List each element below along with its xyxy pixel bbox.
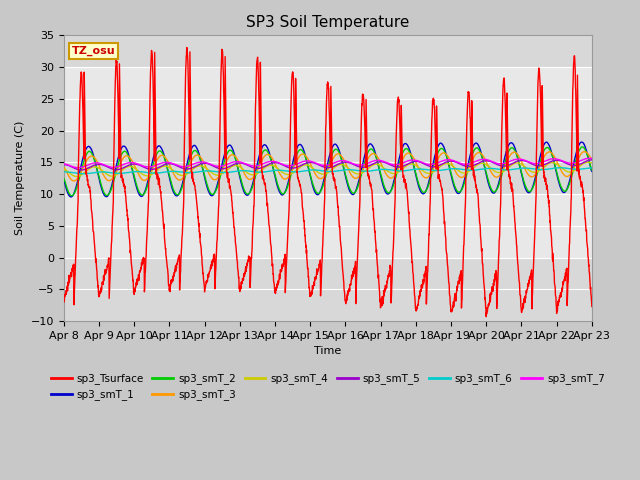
Line: sp3_smT_7: sp3_smT_7 (63, 158, 592, 168)
sp3_smT_4 (343, 164, 351, 170)
sp3_smT_7 (207, 162, 215, 168)
Line: sp3_smT_2: sp3_smT_2 (63, 147, 592, 196)
sp3_smT_1 (355, 179, 362, 185)
sp3_smT_4 (355, 171, 362, 177)
sp3_smT_2 (68, 193, 76, 199)
sp3_smT_7 (586, 156, 594, 161)
sp3_smT_3 (580, 149, 588, 155)
sp3_smT_7 (74, 165, 82, 170)
sp3_smT_4 (60, 167, 67, 172)
sp3_smT_4 (588, 160, 596, 166)
sp3_smT_5 (77, 167, 85, 173)
sp3_smT_7 (355, 162, 362, 168)
sp3_smT_7 (588, 156, 596, 161)
sp3_smT_7 (541, 158, 549, 164)
sp3_smT_5 (556, 158, 564, 164)
sp3_smT_6 (541, 167, 549, 172)
Title: SP3 Soil Temperature: SP3 Soil Temperature (246, 15, 410, 30)
sp3_smT_6 (60, 169, 67, 175)
sp3_smT_1 (556, 183, 564, 189)
Line: sp3_smT_5: sp3_smT_5 (63, 160, 592, 170)
Bar (63, 36, 592, 67)
sp3_smT_6 (481, 166, 489, 171)
sp3_smT_3 (556, 166, 564, 171)
Bar (63, 67, 592, 131)
Line: sp3_smT_3: sp3_smT_3 (63, 152, 592, 181)
sp3_smT_7 (60, 161, 67, 167)
sp3_smT_4 (556, 164, 564, 169)
sp3_smT_6 (343, 167, 351, 172)
sp3_smT_3 (70, 178, 78, 184)
sp3_smT_6 (556, 165, 564, 170)
sp3_smT_3 (207, 174, 215, 180)
sp3_smT_4 (481, 161, 489, 167)
Legend: sp3_Tsurface, sp3_smT_1, sp3_smT_2, sp3_smT_3, sp3_smT_4, sp3_smT_5, sp3_smT_6, : sp3_Tsurface, sp3_smT_1, sp3_smT_2, sp3_… (47, 369, 609, 405)
sp3_smT_6 (355, 168, 362, 173)
sp3_smT_1 (67, 194, 75, 200)
sp3_Tsurface (481, 295, 489, 301)
sp3_Tsurface (542, 175, 550, 181)
sp3_smT_5 (60, 162, 67, 168)
sp3_smT_2 (588, 167, 596, 173)
sp3_smT_2 (355, 182, 362, 188)
sp3_Tsurface (207, 262, 215, 267)
sp3_smT_5 (588, 157, 596, 163)
sp3_smT_2 (556, 181, 564, 187)
sp3_smT_1 (207, 192, 215, 198)
sp3_Tsurface (183, 45, 191, 50)
Y-axis label: Soil Temperature (C): Soil Temperature (C) (15, 121, 25, 235)
sp3_smT_3 (343, 163, 351, 169)
sp3_smT_5 (481, 158, 489, 164)
sp3_smT_1 (588, 168, 596, 174)
sp3_smT_4 (207, 169, 215, 175)
sp3_smT_2 (481, 166, 489, 172)
sp3_smT_5 (207, 162, 215, 168)
sp3_smT_5 (355, 164, 362, 169)
sp3_Tsurface (483, 314, 490, 320)
sp3_smT_2 (343, 177, 351, 183)
sp3_smT_5 (343, 159, 351, 165)
sp3_Tsurface (343, 297, 351, 303)
Text: TZ_osu: TZ_osu (72, 46, 115, 56)
sp3_smT_2 (579, 144, 586, 150)
sp3_smT_6 (207, 168, 215, 174)
sp3_smT_1 (541, 140, 549, 145)
sp3_smT_7 (481, 156, 489, 162)
Bar (63, 257, 592, 321)
sp3_smT_7 (556, 157, 564, 163)
sp3_smT_1 (343, 180, 351, 185)
sp3_smT_1 (481, 167, 489, 173)
Bar (63, 131, 592, 194)
sp3_smT_4 (73, 174, 81, 180)
sp3_smT_1 (578, 139, 586, 145)
sp3_smT_3 (541, 152, 549, 157)
X-axis label: Time: Time (314, 346, 341, 356)
sp3_Tsurface (588, 304, 596, 310)
sp3_smT_6 (588, 165, 596, 171)
sp3_smT_7 (343, 158, 351, 164)
sp3_smT_4 (541, 163, 549, 169)
Line: sp3_smT_1: sp3_smT_1 (63, 142, 592, 197)
Line: sp3_Tsurface: sp3_Tsurface (63, 48, 592, 317)
sp3_Tsurface (556, 294, 564, 300)
sp3_smT_6 (80, 171, 88, 177)
sp3_smT_3 (481, 156, 489, 162)
sp3_smT_2 (541, 145, 549, 151)
Line: sp3_smT_6: sp3_smT_6 (63, 168, 592, 174)
sp3_smT_2 (60, 175, 67, 181)
sp3_Tsurface (355, 231, 362, 237)
sp3_smT_4 (584, 159, 591, 165)
Bar (63, 194, 592, 257)
sp3_smT_1 (60, 178, 67, 183)
sp3_Tsurface (60, 300, 67, 305)
sp3_smT_3 (60, 165, 67, 170)
sp3_smT_2 (207, 191, 215, 197)
sp3_smT_3 (355, 174, 362, 180)
sp3_smT_3 (588, 156, 596, 162)
sp3_smT_5 (541, 161, 549, 167)
Line: sp3_smT_4: sp3_smT_4 (63, 162, 592, 177)
sp3_smT_6 (556, 165, 564, 170)
